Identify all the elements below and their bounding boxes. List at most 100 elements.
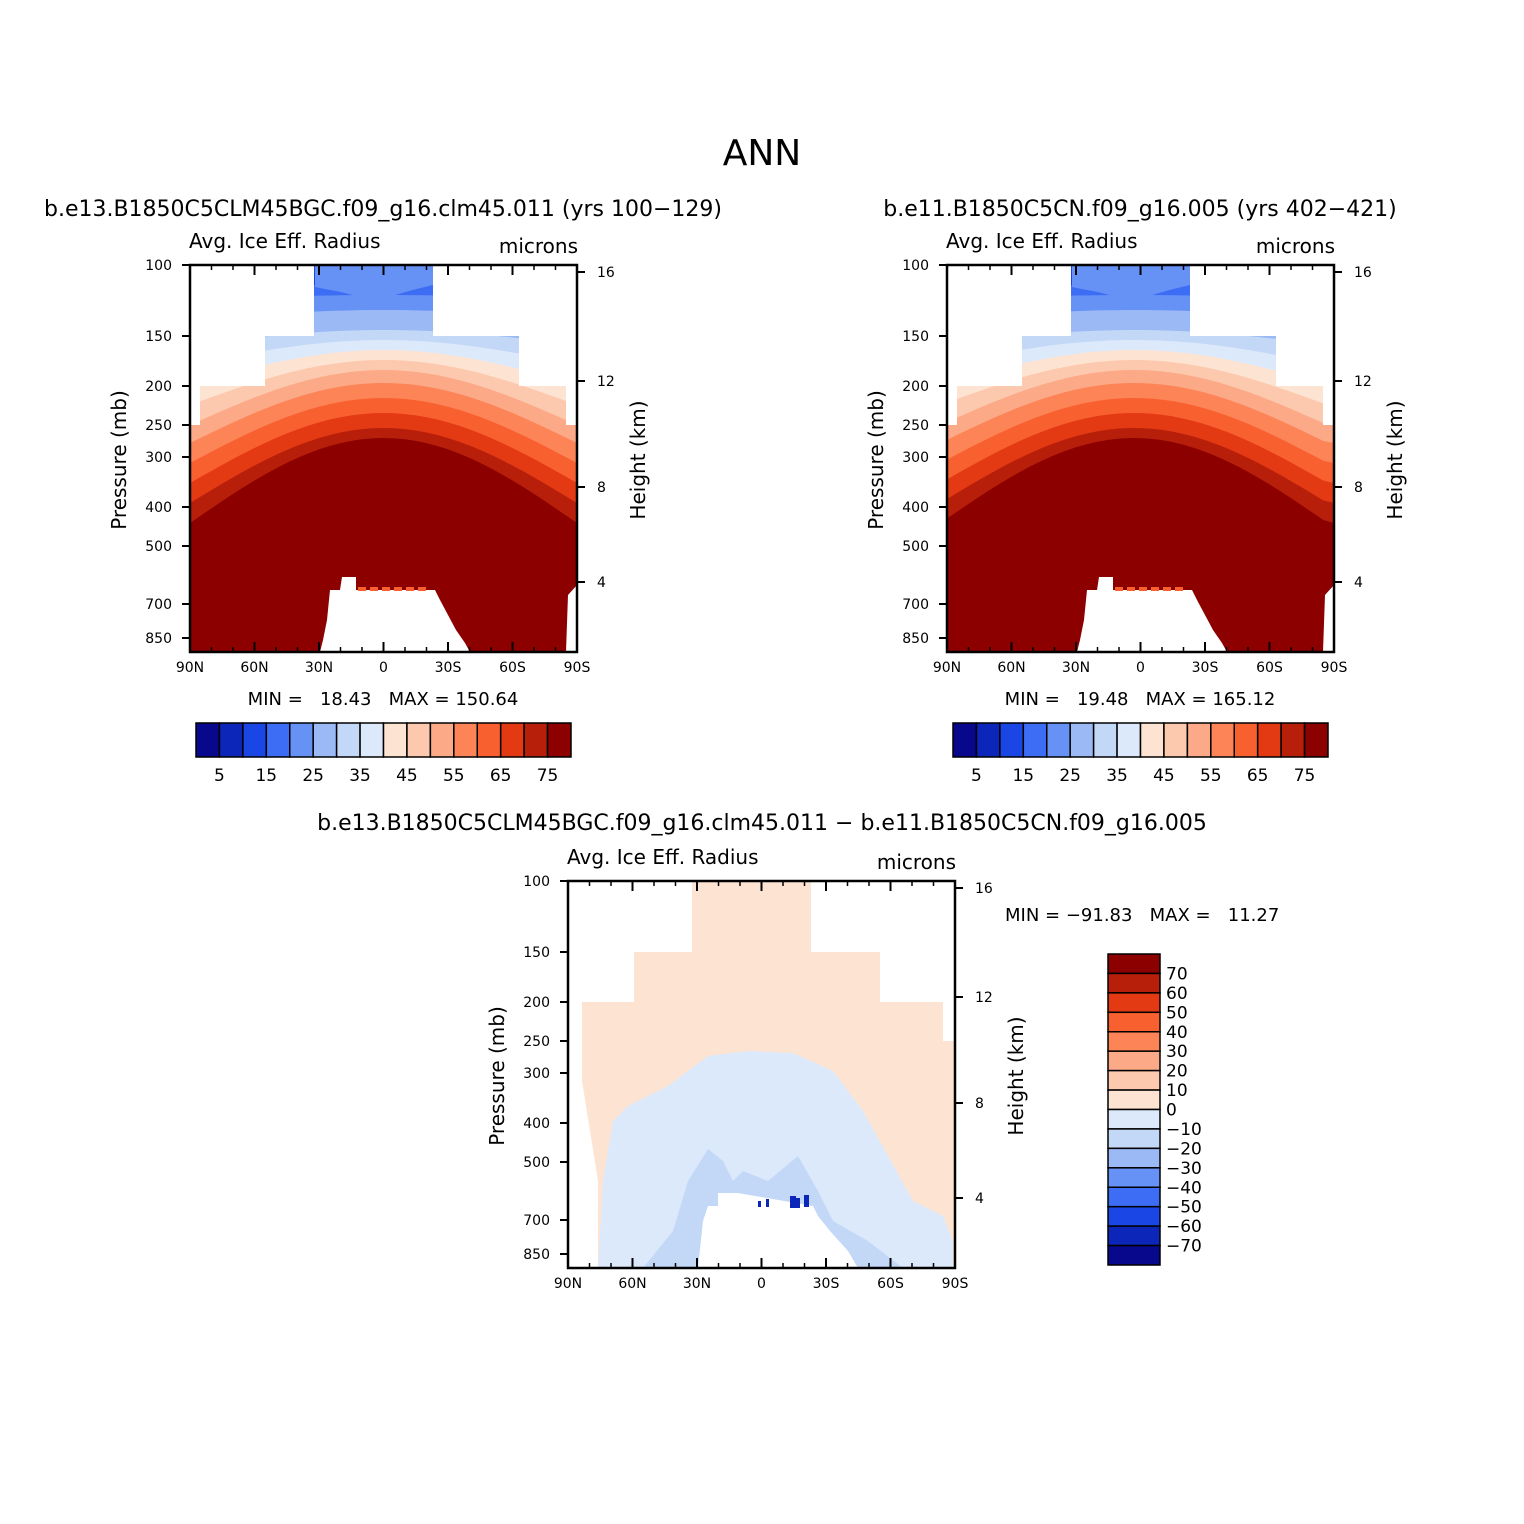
field-band xyxy=(1163,587,1171,591)
colorbar-swatch xyxy=(1233,722,1259,758)
colorbar-label: 55 xyxy=(1200,766,1222,786)
x-tick-label: 30S xyxy=(435,660,462,676)
field-band xyxy=(418,587,426,591)
colorbar-swatch xyxy=(1107,1244,1161,1266)
panel-2-ylabel: Pressure (mb) xyxy=(864,390,888,530)
colorbar-swatch xyxy=(1107,1050,1161,1072)
x-tick-label: 60S xyxy=(877,1276,904,1292)
field-band xyxy=(1127,587,1135,591)
panel-2-stats: MIN = 19.48 MAX = 165.12 xyxy=(1005,689,1276,710)
y-tick-label: 850 xyxy=(145,631,172,647)
y-tick-label: 100 xyxy=(902,258,929,274)
panel-2-colorbar: 5 15 25 35 45 55 65 75 xyxy=(952,722,1329,786)
colorbar-swatch xyxy=(1163,722,1189,758)
y-right-tick-label: 4 xyxy=(975,1191,984,1207)
panel-2-axes: 90N 60N 30N 0 30S 60S 90S 100 150 200 250 300 400 500… xyxy=(902,258,1372,676)
colorbar-label: −60 xyxy=(1166,1217,1202,1237)
y-tick-label: 300 xyxy=(145,450,172,466)
colorbar-swatch xyxy=(289,722,314,758)
panel-2: b.e11.B1850C5CN.f09_g16.005 (yrs 402−421… xyxy=(864,197,1407,786)
y-tick-label: 250 xyxy=(145,418,172,434)
colorbar-label: 15 xyxy=(255,766,277,786)
colorbar-label: 20 xyxy=(1166,1062,1188,1082)
x-tick-label: 90S xyxy=(564,660,591,676)
y-right-tick-label: 16 xyxy=(1354,265,1372,281)
colorbar-swatch xyxy=(1107,1011,1161,1033)
y-tick-label: 200 xyxy=(902,379,929,395)
panel-3-variable-label: Avg. Ice Eff. Radius xyxy=(567,845,759,869)
y-tick-label: 400 xyxy=(523,1116,550,1132)
colorbar-swatch xyxy=(523,722,549,758)
colorbar-swatch xyxy=(359,722,385,758)
colorbar-swatch xyxy=(1092,722,1118,758)
y-tick-label: 300 xyxy=(902,450,929,466)
colorbar-swatch xyxy=(1107,972,1161,994)
x-tick-label: 60S xyxy=(1256,660,1283,676)
x-tick-label: 0 xyxy=(757,1276,766,1292)
field-band xyxy=(315,265,433,303)
colorbar-swatch xyxy=(1107,1069,1161,1091)
colorbar-label: 5 xyxy=(971,766,982,786)
diff-band xyxy=(804,1195,809,1207)
colorbar-swatch xyxy=(999,722,1025,758)
colorbar-swatch xyxy=(546,722,572,758)
colorbar-swatch xyxy=(312,722,338,758)
field-band xyxy=(370,587,378,591)
colorbar-label: −20 xyxy=(1166,1139,1202,1159)
panel-2-field xyxy=(947,265,1334,652)
field-band xyxy=(190,438,577,652)
colorbar-swatch xyxy=(1107,1128,1161,1150)
field-band xyxy=(394,587,402,591)
panel-3-run-label: b.e13.B1850C5CLM45BGC.f09_g16.clm45.011 … xyxy=(317,811,1207,836)
colorbar-swatch xyxy=(1107,1167,1161,1188)
colorbar-swatch xyxy=(952,722,978,758)
panel-2-variable-label: Avg. Ice Eff. Radius xyxy=(946,229,1138,253)
orography-mask xyxy=(698,1193,858,1268)
x-tick-label: 90N xyxy=(554,1276,582,1292)
x-tick-label: 30S xyxy=(813,1276,840,1292)
y-tick-label: 700 xyxy=(902,597,929,613)
field-band xyxy=(406,587,414,591)
y-tick-label: 700 xyxy=(523,1213,550,1229)
y-tick-label: 300 xyxy=(523,1066,550,1082)
y-tick-label: 100 xyxy=(145,258,172,274)
y-tick-label: 250 xyxy=(523,1034,550,1050)
colorbar-label: 75 xyxy=(1294,766,1316,786)
x-tick-label: 30N xyxy=(683,1276,711,1292)
colorbar-swatch xyxy=(476,722,502,758)
y-tick-label: 150 xyxy=(145,329,172,345)
panel-1-units-label: microns xyxy=(499,234,578,258)
colorbar-swatch xyxy=(1107,992,1161,1014)
orography-mask xyxy=(566,585,577,652)
colorbar-label: 15 xyxy=(1012,766,1034,786)
colorbar-label: 35 xyxy=(349,766,371,786)
colorbar-swatch xyxy=(1280,722,1306,758)
colorbar-swatch xyxy=(1022,722,1048,758)
y-tick-label: 150 xyxy=(902,329,929,345)
diff-band xyxy=(766,1199,769,1207)
field-band xyxy=(1139,587,1147,591)
y-right-tick-label: 8 xyxy=(1354,480,1363,496)
x-tick-label: 60N xyxy=(997,660,1025,676)
y-tick-label: 500 xyxy=(145,539,172,555)
panel-1-colorbar: 5 15 25 35 45 55 65 75 xyxy=(195,722,572,786)
panel-1-axes: 90N 60N 30N 0 30S 60S 90S 100 150 200 250 300 400 500… xyxy=(145,258,615,676)
y-right-tick-label: 4 xyxy=(597,575,606,591)
panel-3-axes: 90N 60N 30N 0 30S 60S 90S 100 150 200 250 300 400 500… xyxy=(523,874,993,1292)
colorbar-swatch xyxy=(499,722,525,758)
colorbar-swatch xyxy=(1107,1108,1161,1130)
panel-1-field xyxy=(190,265,577,652)
colorbar-label: 65 xyxy=(1247,766,1269,786)
x-tick-label: 90N xyxy=(933,660,961,676)
field-band xyxy=(382,587,390,591)
colorbar-swatch xyxy=(1107,1205,1161,1227)
colorbar-label: 55 xyxy=(443,766,465,786)
y-tick-label: 850 xyxy=(902,631,929,647)
orography-mask xyxy=(320,577,470,652)
panel-3-stats: MIN = −91.83 MAX = 11.27 xyxy=(1005,905,1279,926)
colorbar-swatch xyxy=(218,722,244,758)
colorbar-label: 40 xyxy=(1166,1023,1188,1043)
y-tick-label: 850 xyxy=(523,1247,550,1263)
